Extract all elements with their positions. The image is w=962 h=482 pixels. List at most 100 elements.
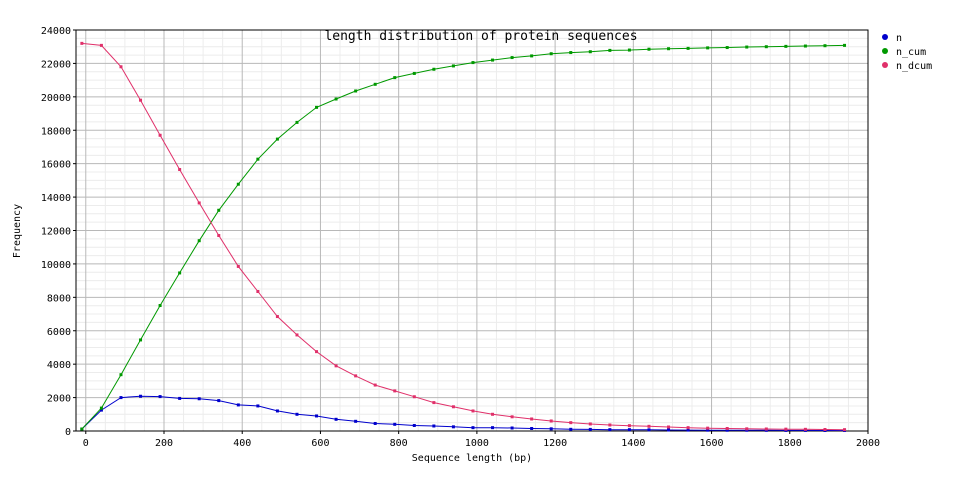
data-point-n [686,428,690,432]
data-point-n_dcum [549,419,553,423]
data-point-n [412,423,416,427]
legend-marker-n_cum [882,48,888,54]
series-n_dcum [80,41,847,432]
data-point-n [588,427,592,431]
data-point-n_cum [471,61,475,65]
data-point-n [667,428,671,432]
data-point-n [197,397,201,401]
data-point-n_dcum [745,427,749,431]
data-point-n [236,403,240,407]
data-point-n_cum [627,48,631,52]
data-point-n_dcum [373,383,377,387]
data-point-n [510,426,514,430]
y-tick-label: 8000 [47,293,71,304]
data-point-n_cum [373,82,377,86]
y-tick-label: 22000 [41,59,71,70]
x-tick-label: 800 [390,438,408,449]
data-point-n [608,428,612,432]
data-point-n_dcum [197,201,201,205]
y-tick-label: 16000 [41,160,71,171]
x-tick-label: 1200 [543,438,567,449]
x-tick-label: 1400 [621,438,645,449]
data-point-n [315,414,319,418]
data-point-n_dcum [393,389,397,393]
data-point-n_cum [412,71,416,75]
data-point-n_cum [706,46,710,50]
legend-marker-n [882,34,888,40]
data-point-n_dcum [843,428,847,432]
data-point-n_dcum [588,422,592,426]
legend-item-n_cum: n_cum [882,47,926,58]
data-point-n [158,395,162,399]
legend-label-n: n [896,33,902,44]
legend-item-n_dcum: n_dcum [882,61,932,72]
x-tick-label: 200 [155,438,173,449]
data-point-n_cum [197,239,201,243]
data-point-n [217,399,221,403]
data-point-n [295,412,299,416]
data-point-n_dcum [354,374,358,378]
data-point-n_cum [608,48,612,52]
data-point-n_cum [745,45,749,49]
data-point-n_dcum [667,425,671,429]
data-point-n_cum [119,373,123,377]
series-line-n [81,395,845,431]
data-point-n_cum [295,120,299,124]
y-tick-label: 4000 [47,360,71,371]
data-point-n_cum [549,52,553,56]
data-point-n_dcum [412,395,416,399]
y-tick-label: 18000 [41,126,71,137]
data-point-n_cum [491,58,495,62]
series-line-n_dcum [81,42,845,431]
data-point-n_cum [843,43,847,47]
x-tick-label: 0 [83,438,89,449]
data-point-n_dcum [99,43,103,47]
data-point-n_cum [99,406,103,410]
data-point-n [139,394,143,398]
data-point-n_cum [667,47,671,51]
data-point-n_cum [725,46,729,50]
data-point-n [119,396,123,400]
chart-title: length distribution of protein sequences [324,29,637,44]
data-point-n [275,409,279,413]
x-tick-label: 1800 [778,438,802,449]
data-point-n_dcum [647,424,651,428]
data-point-n_dcum [315,350,319,354]
data-point-n_cum [178,271,182,275]
data-point-n_cum [275,137,279,141]
data-point-n [354,419,358,423]
data-point-n_cum [315,105,319,109]
data-point-n_cum [158,304,162,308]
data-point-n_cum [80,427,84,431]
data-point-n [99,408,103,412]
data-point-n_cum [588,50,592,54]
y-tick-label: 12000 [41,227,71,238]
legend-marker-n_dcum [882,62,888,68]
data-point-n_dcum [236,264,240,268]
data-point-n_dcum [334,364,338,368]
series-line-n_cum [81,44,845,430]
data-point-n_dcum [471,409,475,413]
data-point-n_dcum [256,289,260,293]
x-axis-title: Sequence length (bp) [412,453,532,464]
data-point-n_dcum [275,315,279,319]
legend-label-n_cum: n_cum [896,47,926,58]
y-tick-label: 10000 [41,260,71,271]
data-point-n_cum [256,157,260,161]
data-point-n_dcum [432,401,436,405]
data-point-n_cum [569,51,573,55]
data-point-n_cum [686,46,690,50]
data-point-n_dcum [217,234,221,238]
data-point-n [647,428,651,432]
data-point-n_cum [236,182,240,186]
data-point-n_dcum [627,424,631,428]
data-point-n_cum [139,338,143,342]
data-point-n_cum [354,89,358,93]
data-point-n_cum [530,54,534,58]
series-layer [80,41,847,432]
data-point-n [549,427,553,431]
data-point-n_dcum [823,427,827,431]
data-point-n [471,426,475,430]
data-point-n_dcum [725,426,729,430]
series-n_cum [80,43,847,431]
